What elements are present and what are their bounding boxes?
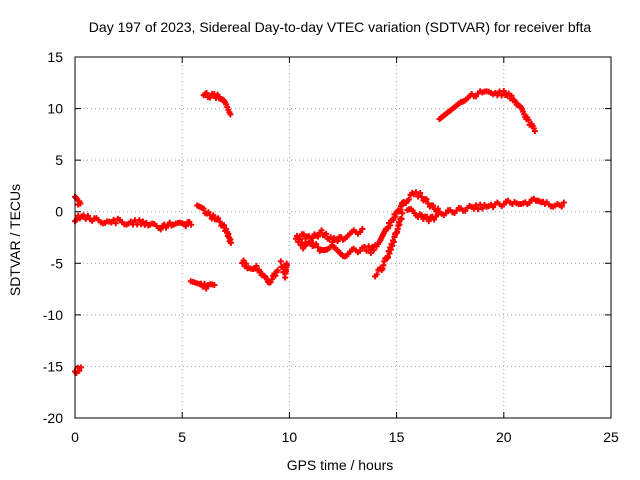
series-arc-9h <box>277 258 290 281</box>
y-tick-label: 0 <box>55 204 63 220</box>
series-arc-11-13-upper <box>297 225 366 246</box>
series-arc-start-high <box>72 193 84 208</box>
y-tick-label: 5 <box>55 152 63 168</box>
y-tick-label: -20 <box>43 410 63 426</box>
x-tick-label: 15 <box>389 429 405 445</box>
x-tick-label: 10 <box>282 429 298 445</box>
series-arc-6h-drop <box>194 202 234 246</box>
series-arc-late-high <box>436 88 538 135</box>
x-tick-label: 0 <box>71 429 79 445</box>
y-tick-label: 10 <box>47 101 63 117</box>
series-arc-main-early <box>72 212 195 233</box>
y-tick-label: -10 <box>43 307 63 323</box>
chart-title: Day 197 of 2023, Sidereal Day-to-day VTE… <box>89 19 592 35</box>
y-tick-label: 15 <box>47 49 63 65</box>
grid <box>75 57 611 418</box>
series-arc-main-late <box>436 195 567 219</box>
x-tick-label: 25 <box>603 429 619 445</box>
series-arc-5h-low <box>187 278 218 292</box>
y-tick-label: -5 <box>51 255 64 271</box>
series-arc-trail-16 <box>404 206 441 225</box>
series-arc-8h-dip <box>239 257 281 286</box>
series-arc-6h-high <box>200 90 234 118</box>
series-arc-bump-16 <box>397 189 441 215</box>
x-tick-label: 20 <box>496 429 512 445</box>
data-points <box>72 88 567 377</box>
x-axis-label: GPS time / hours <box>287 457 394 473</box>
y-tick-label: -15 <box>43 358 63 374</box>
x-tick-label: 5 <box>178 429 186 445</box>
series-arc-start-low <box>72 364 84 377</box>
series-arc-rise-14-low <box>372 210 406 280</box>
plot-frame <box>74 56 612 419</box>
y-axis-label: SDTVAR / TECUs <box>7 184 23 296</box>
